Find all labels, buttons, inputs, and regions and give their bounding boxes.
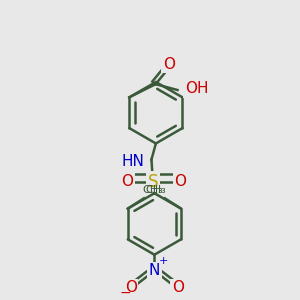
Text: OH: OH (185, 81, 208, 96)
Text: S: S (148, 172, 158, 190)
Text: HN: HN (121, 154, 144, 169)
Text: O: O (172, 280, 184, 295)
Text: −: − (120, 286, 131, 300)
Text: +: + (159, 256, 168, 266)
Text: O: O (121, 174, 133, 189)
Text: O: O (174, 174, 186, 189)
Text: O: O (125, 280, 137, 295)
Text: CH₃: CH₃ (145, 185, 166, 195)
Text: CH₃: CH₃ (143, 185, 164, 195)
Text: O: O (163, 57, 175, 72)
Text: N: N (149, 263, 160, 278)
